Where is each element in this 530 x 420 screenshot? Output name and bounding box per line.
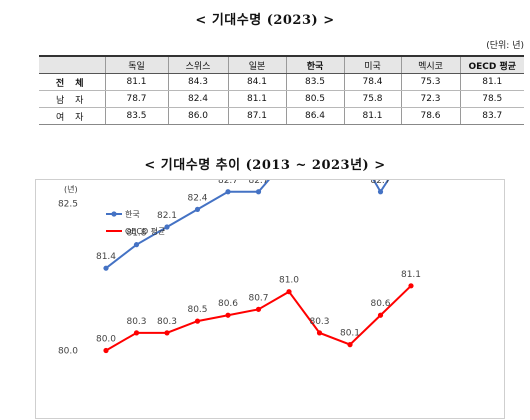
data-label: 81.8 bbox=[126, 229, 146, 239]
data-point bbox=[164, 224, 170, 230]
table-row: 전 체 81.1 84.3 84.1 83.5 78.4 75.3 81.1 bbox=[39, 73, 524, 91]
chart-area: (년)85.082.580.081.481.882.182.482.782.78… bbox=[35, 179, 505, 419]
data-point bbox=[377, 312, 384, 318]
table-cell: 81.1 bbox=[227, 90, 286, 108]
table-header-row: 독일 스위스 일본 한국 미국 멕시코 OECD 평균 bbox=[39, 56, 524, 74]
data-point bbox=[164, 330, 170, 336]
data-point bbox=[133, 242, 140, 248]
table-cell: 84.3 bbox=[167, 73, 228, 91]
header-cell: 멕시코 bbox=[400, 56, 460, 74]
data-label: 80.0 bbox=[96, 335, 116, 345]
table-cell: 81.1 bbox=[104, 73, 168, 91]
data-label: 82.4 bbox=[187, 193, 207, 203]
data-label: 80.6 bbox=[370, 299, 390, 309]
table-cell: 83.5 bbox=[285, 73, 344, 91]
data-point bbox=[408, 283, 414, 289]
data-label: 82.1 bbox=[157, 211, 177, 221]
table-cell: 72.3 bbox=[400, 90, 460, 108]
data-label: 81.0 bbox=[279, 276, 299, 286]
line-chart: (년)85.082.580.081.481.882.182.482.782.78… bbox=[58, 180, 421, 357]
table-cell: 80.5 bbox=[285, 90, 344, 108]
data-label: 81.1 bbox=[401, 270, 421, 280]
data-point bbox=[133, 330, 140, 336]
table-cell: 84.1 bbox=[227, 73, 286, 91]
data-label: 80.3 bbox=[126, 317, 146, 327]
header-cell: OECD 평균 bbox=[459, 56, 524, 74]
data-label: 80.3 bbox=[157, 317, 177, 327]
data-label: 80.3 bbox=[309, 317, 329, 327]
data-point bbox=[103, 265, 109, 271]
y-tick-label: 82.5 bbox=[58, 200, 78, 210]
table-cell: 86.4 bbox=[285, 107, 344, 125]
header-cell bbox=[39, 56, 105, 74]
header-cell: 독일 bbox=[104, 56, 168, 74]
y-tick-label: 80.0 bbox=[58, 347, 78, 357]
data-point bbox=[316, 330, 323, 336]
data-point bbox=[194, 206, 201, 212]
data-point bbox=[194, 318, 201, 324]
table-cell: 87.1 bbox=[227, 107, 286, 125]
data-point bbox=[286, 289, 292, 295]
table-cell: 83.7 bbox=[459, 107, 524, 125]
header-cell: 미국 bbox=[343, 56, 401, 74]
chart-title: < 기대수명 추이 (2013 ~ 2023년) > bbox=[144, 158, 386, 173]
table-cell: 86.0 bbox=[167, 107, 228, 125]
data-point bbox=[347, 342, 353, 348]
data-label: 82.7 bbox=[370, 180, 390, 186]
data-label: 80.1 bbox=[340, 329, 360, 339]
table-cell: 75.8 bbox=[343, 90, 401, 108]
table-cell: 83.5 bbox=[104, 107, 168, 125]
row-label: 여 자 bbox=[39, 107, 105, 125]
data-point bbox=[103, 347, 109, 354]
table-cell: 81.1 bbox=[343, 107, 401, 125]
data-point bbox=[377, 189, 384, 195]
y-axis-label: (년) bbox=[64, 184, 78, 194]
header-cell: 한국 bbox=[285, 56, 344, 74]
row-label: 남 자 bbox=[39, 90, 105, 108]
table-cell: 82.4 bbox=[167, 90, 228, 108]
data-label: 82.7 bbox=[218, 180, 238, 186]
data-point bbox=[255, 189, 262, 195]
table-cell: 78.6 bbox=[400, 107, 460, 125]
data-label: 82.7 bbox=[248, 180, 268, 186]
data-label: 80.6 bbox=[218, 299, 238, 309]
data-label: 81.4 bbox=[96, 252, 116, 262]
data-point bbox=[255, 306, 262, 312]
table-cell: 78.4 bbox=[343, 73, 401, 91]
legend-marker bbox=[111, 211, 117, 217]
data-label: 80.5 bbox=[187, 305, 207, 315]
unit-note: (단위: 년) bbox=[486, 41, 524, 51]
life-expectancy-table: 독일 스위스 일본 한국 미국 멕시코 OECD 평균 전 체 81.1 84.… bbox=[39, 55, 524, 125]
data-point bbox=[225, 312, 231, 318]
table-cell: 78.7 bbox=[104, 90, 168, 108]
header-cell: 스위스 bbox=[167, 56, 228, 74]
legend-label: OECD 평균 bbox=[125, 226, 165, 236]
header-cell: 일본 bbox=[227, 56, 286, 74]
table-title: < 기대수명 (2023) > bbox=[195, 13, 335, 28]
data-point bbox=[225, 189, 231, 195]
data-label: 80.7 bbox=[248, 293, 268, 303]
legend-label: 한국 bbox=[125, 210, 140, 219]
table-cell: 78.5 bbox=[459, 90, 524, 108]
table-cell: 81.1 bbox=[459, 73, 524, 91]
table-row: 여 자 83.5 86.0 87.1 86.4 81.1 78.6 83.7 bbox=[39, 107, 524, 125]
table-row: 남 자 78.7 82.4 81.1 80.5 75.8 72.3 78.5 bbox=[39, 90, 524, 108]
row-label: 전 체 bbox=[39, 73, 105, 91]
table-cell: 75.3 bbox=[400, 73, 460, 91]
